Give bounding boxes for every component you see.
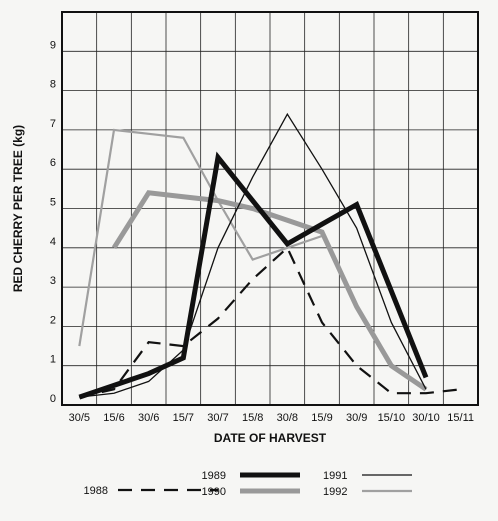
x-tick-label: 15/6 [103, 412, 124, 424]
y-tick-label: 1 [50, 354, 56, 366]
x-tick-label: 30/5 [69, 412, 90, 424]
y-tick-label: 9 [50, 39, 56, 51]
x-axis-title: DATE OF HARVEST [214, 431, 327, 445]
x-tick-label: 15/10 [378, 412, 406, 424]
x-tick-label: 15/9 [311, 412, 332, 424]
y-tick-label: 5 [50, 197, 56, 209]
legend-label-1991: 1991 [323, 470, 347, 482]
y-tick-label: 3 [50, 275, 56, 287]
y-axis-ticks: 0 1 2 3 4 5 6 7 8 9 [50, 39, 56, 405]
y-tick-label: 7 [50, 118, 56, 130]
y-tick-label: 0 [50, 393, 56, 405]
x-tick-label: 30/10 [412, 412, 440, 424]
x-tick-label: 15/8 [242, 412, 263, 424]
y-tick-label: 2 [50, 314, 56, 326]
legend-label-1990: 1990 [202, 486, 226, 498]
legend-label-1989: 1989 [202, 470, 226, 482]
x-tick-label: 30/7 [207, 412, 228, 424]
y-tick-label: 8 [50, 79, 56, 91]
x-tick-label: 15/7 [173, 412, 194, 424]
y-tick-label: 6 [50, 157, 56, 169]
y-axis-title: RED CHERRY PER TREE (kg) [11, 125, 25, 292]
x-tick-label: 30/9 [346, 412, 367, 424]
legend-label-1992: 1992 [323, 486, 347, 498]
x-tick-label: 30/8 [277, 412, 298, 424]
x-tick-label: 15/11 [447, 412, 474, 424]
legend-label-1988: 1988 [84, 485, 108, 497]
x-axis-ticks: 30/5 15/6 30/6 15/7 30/7 15/8 30/8 15/9 30/9 15/1… [69, 412, 474, 424]
x-tick-label: 30/6 [138, 412, 159, 424]
y-tick-label: 4 [50, 236, 56, 248]
legend: 1988 1989 1990 1991 1992 [84, 470, 412, 498]
